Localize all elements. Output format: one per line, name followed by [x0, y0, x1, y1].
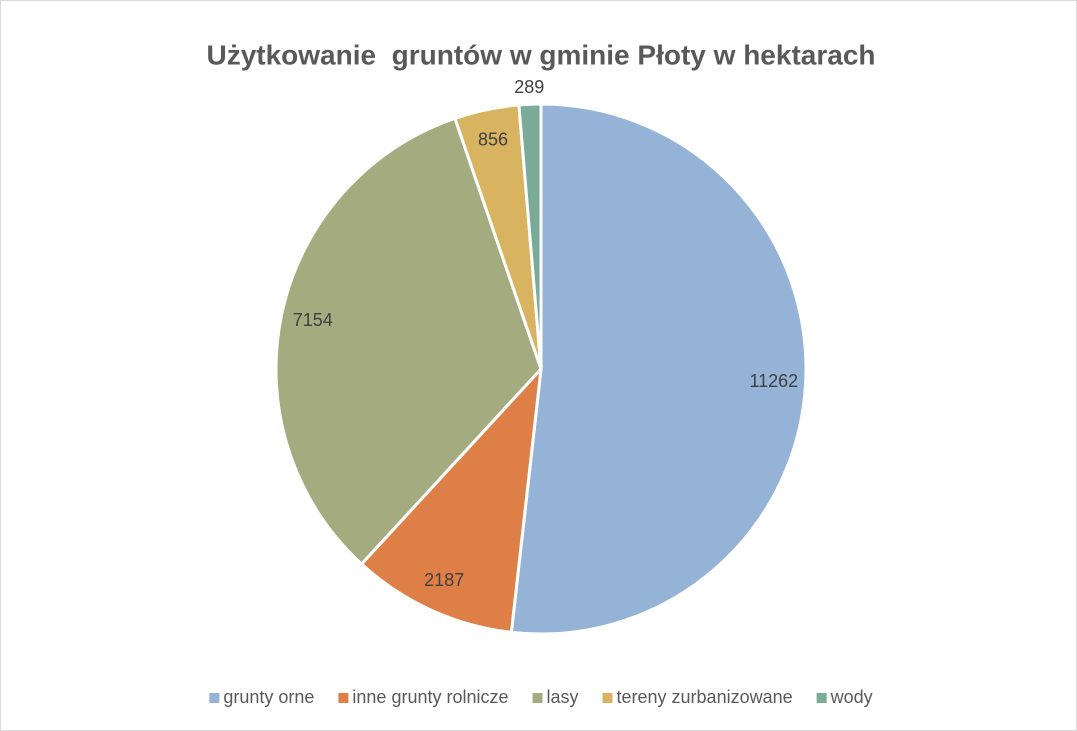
- data-label: 11262: [749, 371, 798, 391]
- legend-swatch: [209, 693, 220, 703]
- legend: grunty orne inne grunty rolnicze lasy teren…: [209, 687, 873, 707]
- legend-swatch: [338, 693, 349, 703]
- pie-slice: [509, 102, 808, 636]
- pie-slice: [517, 102, 543, 370]
- data-label: 289: [514, 77, 544, 97]
- data-label: 2187: [424, 570, 464, 590]
- data-label: 7154: [293, 310, 333, 330]
- legend-label: tereny zurbanizowane: [617, 687, 793, 707]
- legend-label: lasy: [547, 687, 579, 707]
- legend-swatch: [532, 693, 543, 703]
- legend-label: wody: [830, 687, 873, 707]
- legend-label: grunty orne: [223, 687, 314, 707]
- data-label: 856: [478, 130, 508, 150]
- legend-swatch: [602, 693, 613, 703]
- legend-swatch: [816, 693, 827, 703]
- chart-title: Użytkowanie gruntów w gminie Płoty w hek…: [206, 39, 875, 70]
- legend-label: inne grunty rolnicze: [352, 687, 508, 707]
- pie-slice: [359, 364, 544, 634]
- pie-slice: [274, 116, 543, 567]
